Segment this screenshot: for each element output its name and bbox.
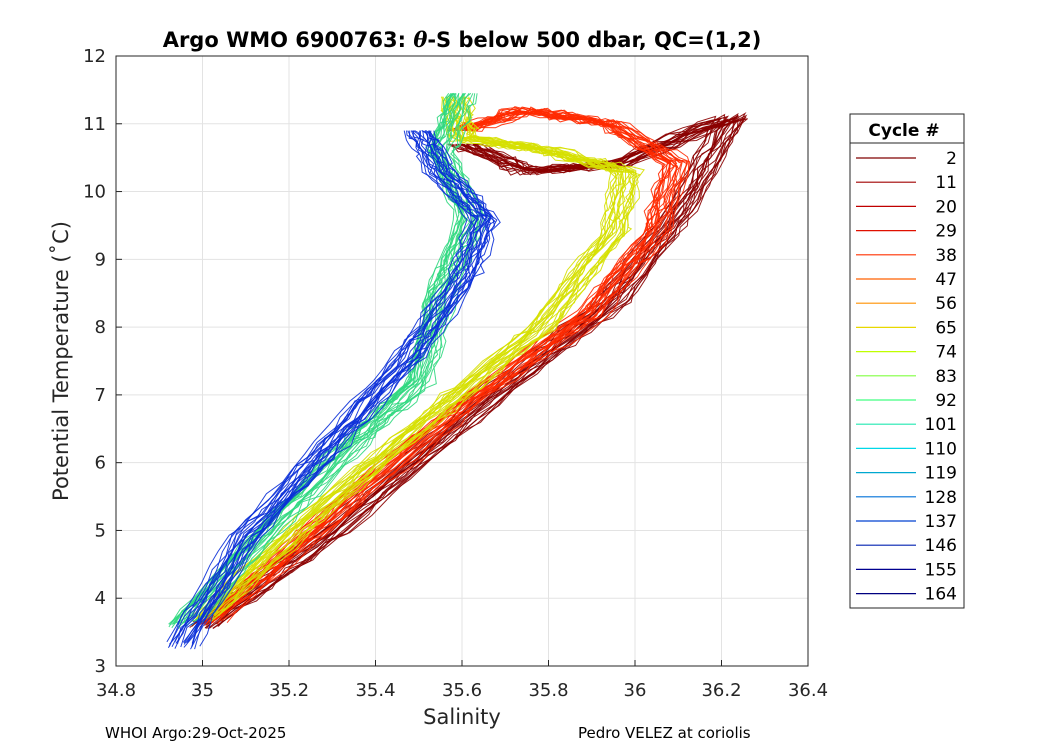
profile-line-group-3 [191, 93, 480, 626]
axis-ticks: 34.8 35 35.2 35.4 35.6 35.8 36 36.2 36.4 3 4 5 6 7 8 9 1… [83, 46, 828, 701]
profile-line-group-4 [191, 130, 498, 647]
profile-line-group-1 [202, 106, 670, 621]
profile-line-group-2 [202, 96, 632, 619]
legend-cycle-label: 164 [925, 585, 957, 605]
profile-line-group-4 [186, 130, 489, 644]
legend-cycle-label: 11 [935, 173, 957, 193]
legend: Cycle # 2 11 20 29 38 47 56 65 74 83 92 101 110 119 12… [849, 113, 965, 609]
profile-line-group-3 [193, 93, 491, 629]
profile-line-group-4 [175, 130, 479, 644]
legend-cycle-label: 128 [925, 488, 957, 508]
x-tick-label: 35.8 [528, 680, 568, 701]
profile-line-group-3 [173, 93, 471, 625]
x-tick-label: 36.2 [701, 680, 741, 701]
profile-line-group-3 [183, 93, 474, 628]
x-axis-label: Salinity [423, 705, 501, 729]
legend-cycle-label: 29 [935, 222, 957, 242]
profile-line-group-4 [174, 130, 479, 649]
y-tick-label: 10 [83, 182, 106, 203]
chart-title: Argo WMO 6900763: θ-S below 500 dbar, QC… [163, 27, 762, 52]
profile-line-group-4 [182, 130, 491, 643]
y-tick-label: 6 [95, 453, 106, 474]
profile-line-group-2 [218, 96, 645, 617]
x-tick-label: 36.4 [788, 680, 828, 701]
profile-line-group-3 [182, 93, 477, 623]
profile-line-group-3 [185, 92, 480, 627]
legend-title: Cycle # [868, 121, 939, 141]
profile-line-group-4 [191, 130, 496, 644]
legend-cycle-label: 74 [935, 343, 957, 363]
legend-cycle-label: 2 [946, 149, 957, 169]
legend-cycle-label: 137 [925, 512, 957, 532]
profile-line-group-3 [190, 93, 484, 626]
legend-cycle-label: 119 [925, 464, 957, 484]
profile-line-group-0 [207, 119, 740, 630]
legend-entries: 2 11 20 29 38 47 56 65 74 83 92 101 110 119 128 137 146 1… [856, 149, 957, 605]
legend-cycle-label: 92 [935, 391, 957, 411]
profile-line-group-3 [191, 93, 482, 622]
x-tick-label: 36 [624, 680, 647, 701]
profile-line-group-2 [194, 96, 620, 622]
y-tick-label: 12 [83, 46, 106, 67]
profile-line-group-0 [214, 115, 739, 625]
profile-line-group-3 [181, 92, 478, 624]
y-tick-label: 11 [83, 114, 106, 135]
profile-line-group-2 [200, 96, 627, 619]
profile-line-group-2 [211, 96, 642, 622]
profile-line-group-0 [216, 112, 747, 625]
profile-line-group-4 [167, 130, 477, 649]
x-tick-label: 34.8 [96, 680, 136, 701]
legend-cycle-label: 56 [935, 294, 957, 314]
profile-line-group-4 [183, 130, 487, 644]
profile-line-group-1 [214, 108, 679, 620]
profile-line-group-4 [166, 130, 472, 643]
profile-line-group-2 [209, 96, 637, 623]
legend-cycle-label: 155 [925, 560, 957, 580]
legend-cycle-label: 65 [935, 318, 957, 338]
x-tick-label: 35.2 [269, 680, 309, 701]
profile-line-group-4 [169, 130, 477, 645]
legend-box [849, 113, 965, 609]
y-tick-label: 5 [95, 520, 106, 541]
legend-cycle-label: 20 [935, 197, 957, 217]
y-tick-label: 3 [95, 656, 106, 677]
footer-right-note: Pedro VELEZ at coriolis [578, 724, 751, 742]
series-lines [166, 92, 748, 650]
profile-line-group-1 [226, 109, 690, 624]
x-tick-label: 35 [191, 680, 214, 701]
profile-line-group-4 [168, 130, 468, 647]
profile-line-group-4 [174, 130, 484, 643]
profile-line-group-4 [194, 130, 492, 650]
y-tick-label: 9 [95, 249, 106, 270]
x-tick-label: 35.4 [355, 680, 395, 701]
footer-left-note: WHOI Argo:29-Oct-2025 [105, 724, 287, 742]
y-tick-label: 8 [95, 317, 106, 338]
legend-cycle-label: 110 [925, 439, 957, 459]
profile-line-group-1 [212, 112, 677, 624]
legend-cycle-label: 38 [935, 246, 957, 266]
legend-cycle-label: 83 [935, 367, 957, 387]
profile-line-group-2 [199, 96, 625, 619]
x-tick-label: 35.6 [442, 680, 482, 701]
y-tick-label: 4 [95, 588, 106, 609]
legend-cycle-label: 101 [925, 415, 957, 435]
y-tick-label: 7 [95, 385, 106, 406]
legend-cycle-label: 47 [935, 270, 957, 290]
y-axis-label: Potential Temperature (˚C) [49, 221, 73, 501]
profile-line-group-2 [194, 96, 618, 621]
legend-cycle-label: 146 [925, 536, 957, 556]
